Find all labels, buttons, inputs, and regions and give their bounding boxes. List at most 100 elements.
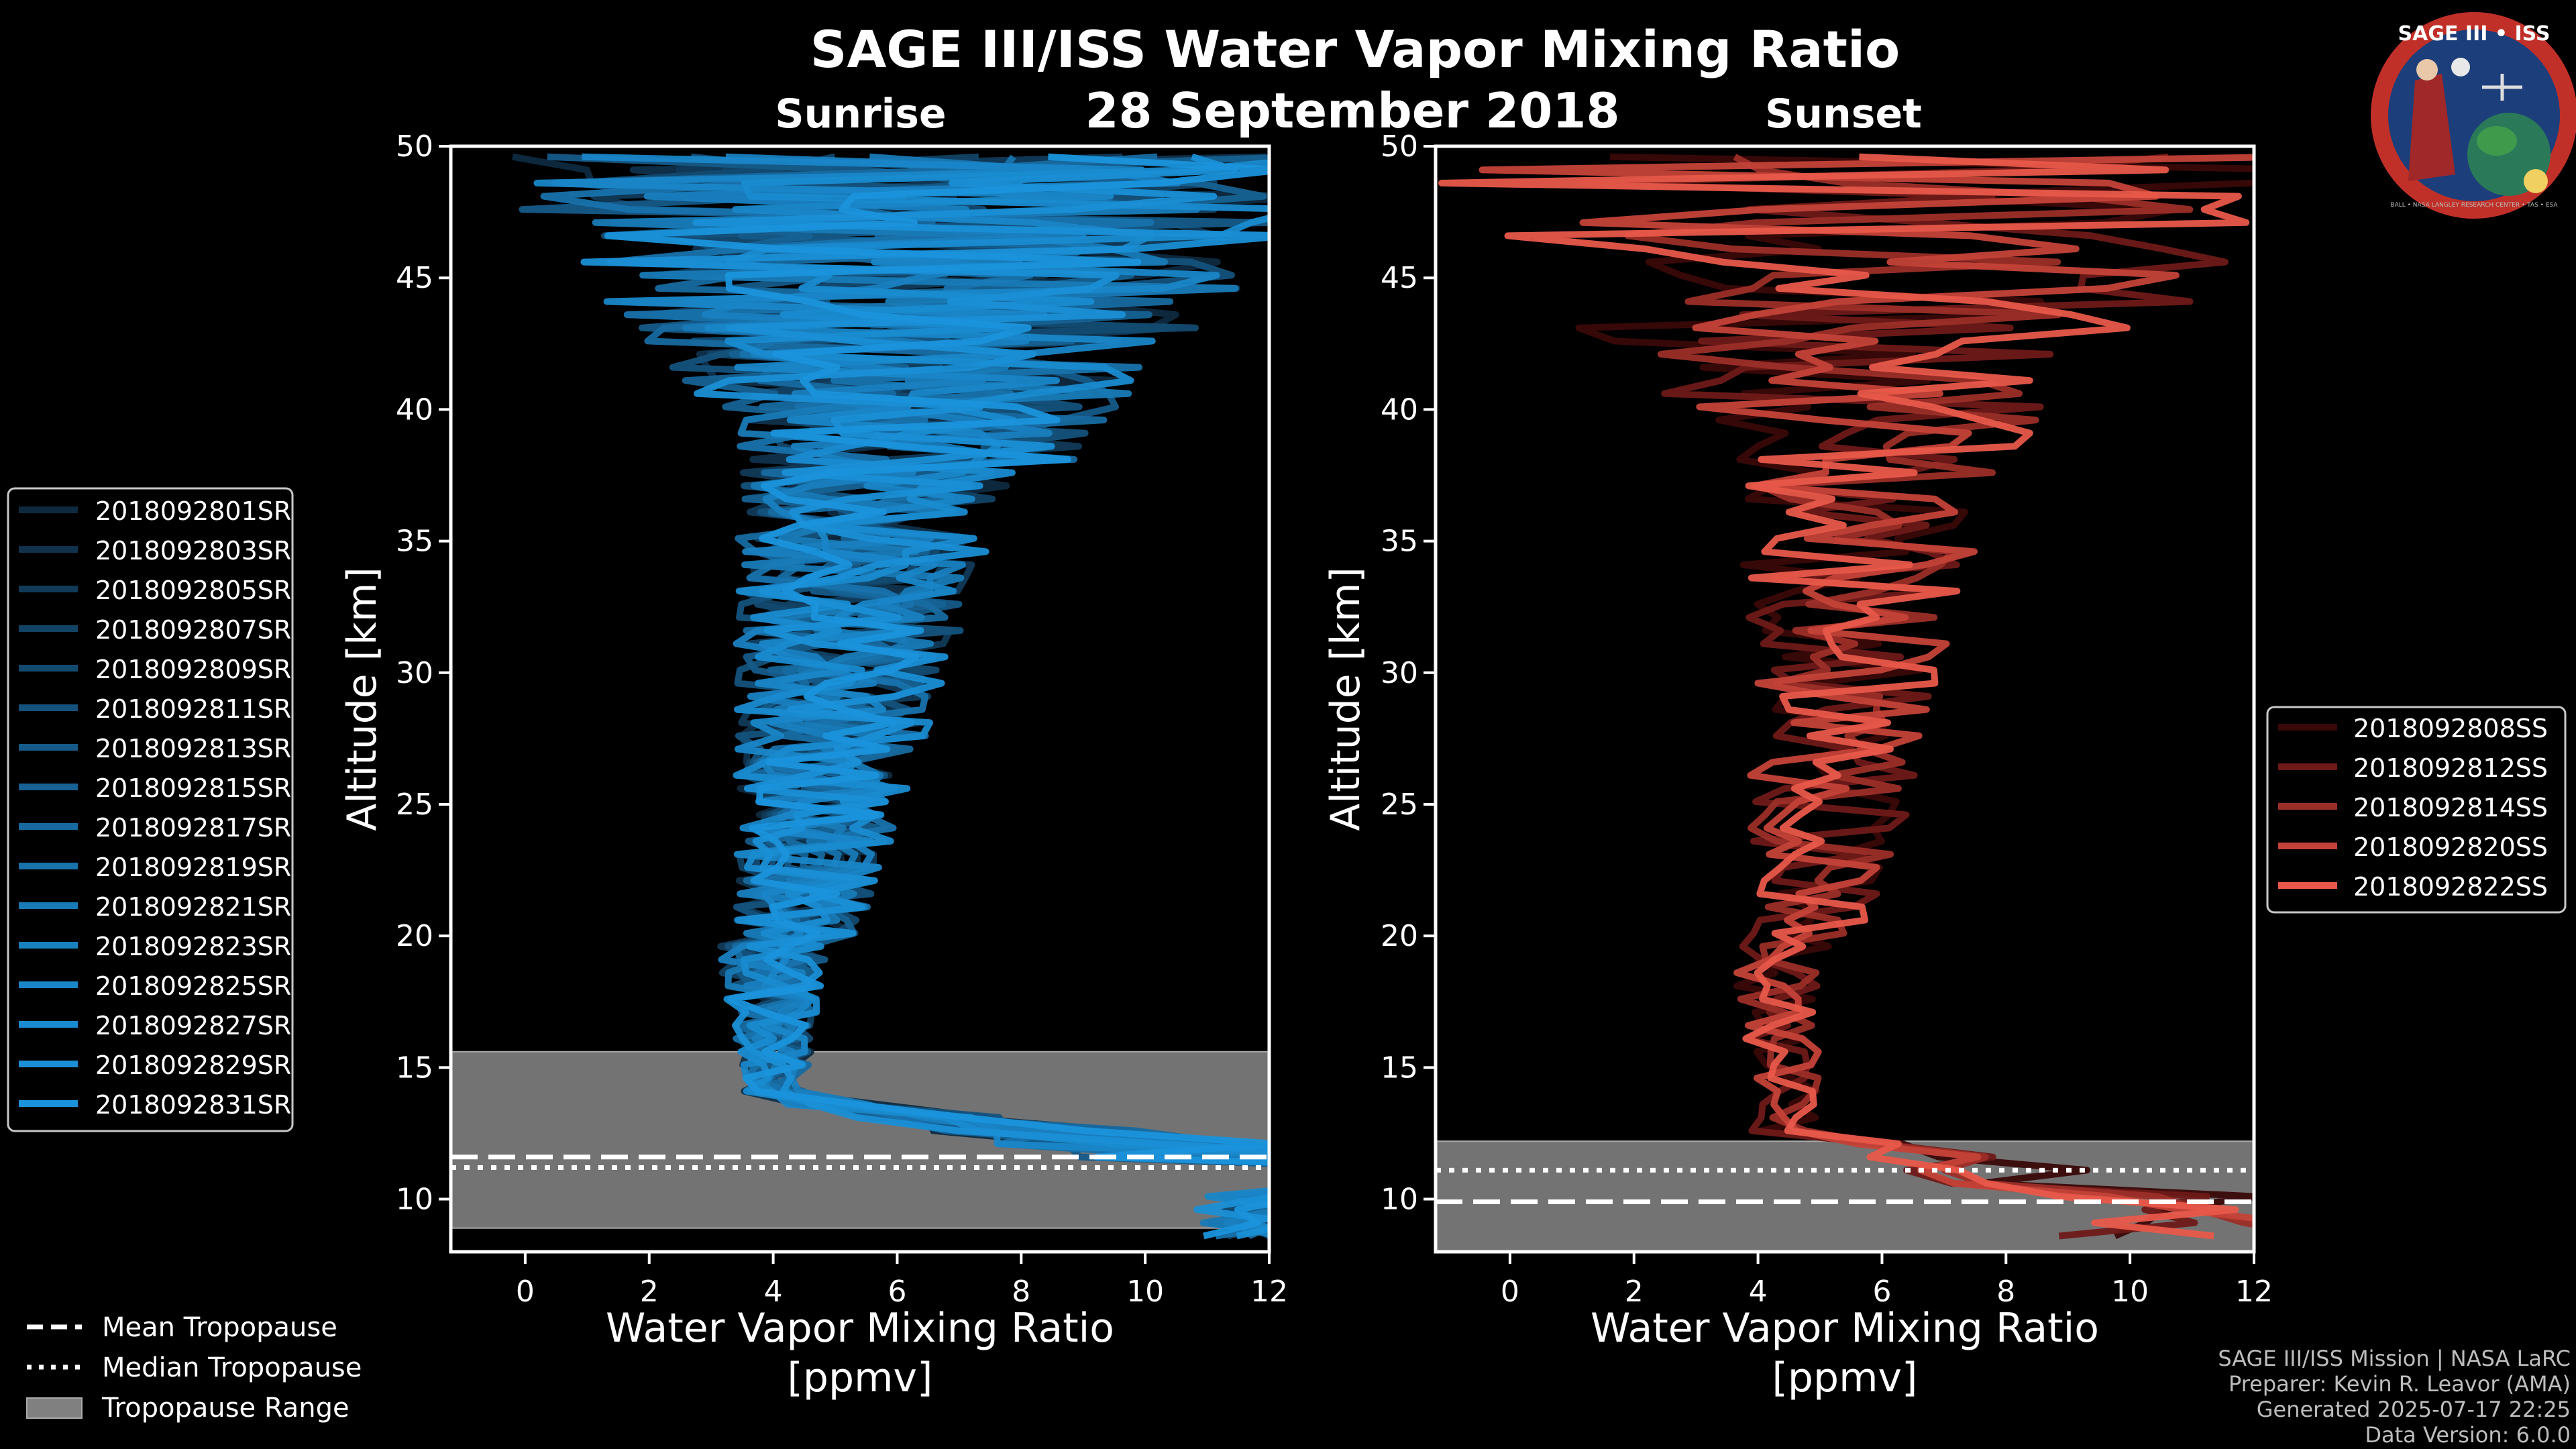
sunrise-tropopause-lines	[451, 1155, 1269, 1170]
ss-x-tick-label: 4	[1749, 1275, 1768, 1309]
sunrise-legend-label[interactable]: 2018092805SR	[95, 576, 291, 605]
footer-line-3: Generated 2025-07-17 22:25	[2257, 1397, 2571, 1422]
logo-moon	[2451, 58, 2470, 76]
sunrise-legend-label[interactable]: 2018092831SR	[95, 1090, 291, 1120]
sunrise-legend-label[interactable]: 2018092807SR	[95, 615, 291, 645]
sunset-legend-label[interactable]: 2018092808SS	[2353, 714, 2548, 743]
sage-logo: SAGE III • ISS BALL • NASA LANGLEY RESEA…	[2371, 12, 2576, 219]
sr-y-tick-label: 40	[396, 392, 433, 427]
tropopause-range-swatch	[26, 1397, 83, 1419]
sr-y-tick-label: 25	[396, 788, 433, 822]
sunrise-y-axis-label: Altitude [km]	[339, 567, 386, 831]
sr-x-tick-label: 10	[1126, 1275, 1164, 1309]
logo-figure	[2408, 74, 2455, 181]
sunset-legend-label[interactable]: 2018092820SS	[2353, 833, 2548, 862]
sunrise-legend-label[interactable]: 2018092811SR	[95, 694, 291, 724]
sunrise-legend-label[interactable]: 2018092803SR	[95, 536, 291, 566]
footer-line-2: Preparer: Kevin R. Leavor (AMA)	[2229, 1371, 2571, 1397]
ss-profile-line-2018092820SS	[1479, 154, 2254, 1222]
sunrise-legend-label[interactable]: 2018092801SR	[95, 496, 291, 526]
logo-ring-text: BALL • NASA LANGLEY RESEARCH CENTER • TA…	[2390, 202, 2558, 209]
sunset-axes-frame	[1434, 144, 2256, 1254]
sunset-panel: 0 2 4 6 8 10 12 10 15 20 25 30 35 40 45 50 Altitude [km…	[1322, 129, 2273, 1401]
sr-y-tick-label: 35	[396, 525, 433, 559]
ss-y-tick-label: 45	[1381, 261, 1418, 295]
sunset-ticks: 0 2 4 6 8 10 12 10 15 20 25 30 35 40 45 50	[1381, 129, 2273, 1309]
tropopause-legend: Mean Tropopause Median Tropopause Tropopau…	[26, 1312, 362, 1424]
sunrise-legend-label[interactable]: 2018092821SR	[95, 892, 291, 922]
logo-station	[2482, 74, 2522, 101]
sunset-legend-label[interactable]: 2018092814SS	[2353, 793, 2548, 822]
logo-title: SAGE III • ISS	[2398, 22, 2551, 46]
ss-y-tick-label: 15	[1381, 1051, 1418, 1085]
sunrise-lines-layer	[512, 153, 1269, 1240]
sr-y-tick-label: 15	[396, 1051, 433, 1085]
sunrise-legend-label[interactable]: 2018092815SR	[95, 773, 291, 803]
tropopause-legend-label: Tropopause Range	[101, 1393, 350, 1424]
logo-continent	[2477, 126, 2517, 156]
logo-sun	[2524, 169, 2548, 193]
footer-line-4: Data Version: 6.0.0	[2365, 1422, 2571, 1448]
ss-x-tick-label: 10	[2111, 1275, 2149, 1309]
sunrise-legend-label[interactable]: 2018092825SR	[95, 971, 291, 1001]
sr-profile-line-2018092831SR	[604, 153, 1269, 1240]
sr-x-tick-label: 12	[1250, 1275, 1288, 1309]
footer-line-1: SAGE III/ISS Mission | NASA LaRC	[2218, 1346, 2571, 1371]
ss-x-tick-label: 8	[1996, 1275, 2015, 1309]
sr-y-tick-label: 20	[396, 919, 433, 953]
sunset-y-axis-label: Altitude [km]	[1322, 567, 1369, 831]
sunrise-x-axis-label-line1: Water Vapor Mixing Ratio	[606, 1305, 1114, 1352]
ss-x-tick-label: 0	[1501, 1275, 1519, 1309]
sunrise-legend-label[interactable]: 2018092829SR	[95, 1051, 291, 1080]
sunset-subtitle: Sunset	[1765, 91, 1922, 138]
sunrise-legend-label[interactable]: 2018092827SR	[95, 1011, 291, 1040]
sunset-tropopause-lines	[1436, 1167, 2254, 1204]
sr-x-tick-label: 6	[888, 1275, 906, 1309]
sunset-legend[interactable]: 2018092808SS 2018092812SS 2018092814SS 2018…	[2266, 706, 2567, 914]
main-title: SAGE III/ISS Water Vapor Mixing Ratio	[810, 19, 1900, 79]
ss-y-tick-label: 40	[1381, 392, 1418, 427]
date-title: 28 September 2018	[1085, 83, 1619, 139]
sr-x-tick-label: 0	[516, 1275, 535, 1309]
sr-y-tick-label: 50	[396, 129, 433, 164]
ss-x-tick-label: 12	[2235, 1275, 2273, 1309]
sunset-legend-box	[2266, 706, 2567, 914]
sunset-x-axis-label-line1: Water Vapor Mixing Ratio	[1591, 1305, 2099, 1352]
ss-y-tick-label: 30	[1381, 656, 1418, 690]
tropopause-legend-label: Median Tropopause	[102, 1352, 362, 1383]
sunrise-axes-frame	[449, 144, 1271, 1254]
ss-y-tick-label: 10	[1381, 1183, 1418, 1217]
sunrise-x-axis-label-line2: [ppmv]	[788, 1354, 933, 1401]
sunrise-legend-label[interactable]: 2018092817SR	[95, 813, 291, 843]
sr-profile-line-2018092829SR	[580, 153, 1269, 1240]
ss-y-tick-label: 20	[1381, 919, 1418, 953]
sunrise-ticks: 0 2 4 6 8 10 12 10 15 20 25 30 35 40 45 50	[396, 129, 1288, 1309]
sunset-legend-label[interactable]: 2018092812SS	[2353, 753, 2548, 783]
sr-y-tick-label: 45	[396, 261, 433, 295]
sr-x-tick-label: 8	[1012, 1275, 1030, 1309]
logo-figure-head	[2416, 59, 2438, 80]
ss-y-tick-label: 35	[1381, 525, 1418, 559]
ss-y-tick-label: 25	[1381, 788, 1418, 822]
sr-y-tick-label: 30	[396, 656, 433, 690]
sunrise-legend-box	[7, 487, 294, 1132]
sunrise-legend-label[interactable]: 2018092819SR	[95, 853, 291, 882]
sunrise-subtitle: Sunrise	[775, 91, 946, 138]
ss-x-tick-label: 6	[1872, 1275, 1891, 1309]
sunset-x-axis-label-line2: [ppmv]	[1772, 1354, 1918, 1401]
sunrise-panel: 0 2 4 6 8 10 12 10 15 20 25 30 35 40 45 50 Altitude [km…	[339, 129, 1288, 1401]
sr-x-tick-label: 2	[640, 1275, 659, 1309]
sunrise-legend-label[interactable]: 2018092823SR	[95, 932, 291, 961]
sr-x-tick-label: 4	[764, 1275, 783, 1309]
sunrise-legend-label[interactable]: 2018092809SR	[95, 655, 291, 684]
sunset-lines-layer	[1438, 153, 2254, 1240]
ss-profile-line-2018092822SS	[1438, 153, 2250, 1240]
sunrise-legend-label[interactable]: 2018092813SR	[95, 734, 291, 763]
sunset-legend-label[interactable]: 2018092822SS	[2353, 872, 2548, 902]
sr-y-tick-label: 10	[396, 1183, 433, 1217]
ss-x-tick-label: 2	[1625, 1275, 1644, 1309]
sunrise-legend[interactable]: 2018092801SR 2018092803SR 2018092805SR 2018…	[7, 487, 294, 1132]
footer: SAGE III/ISS Mission | NASA LaRC Prepare…	[2218, 1346, 2571, 1448]
ss-y-tick-label: 50	[1381, 129, 1418, 164]
